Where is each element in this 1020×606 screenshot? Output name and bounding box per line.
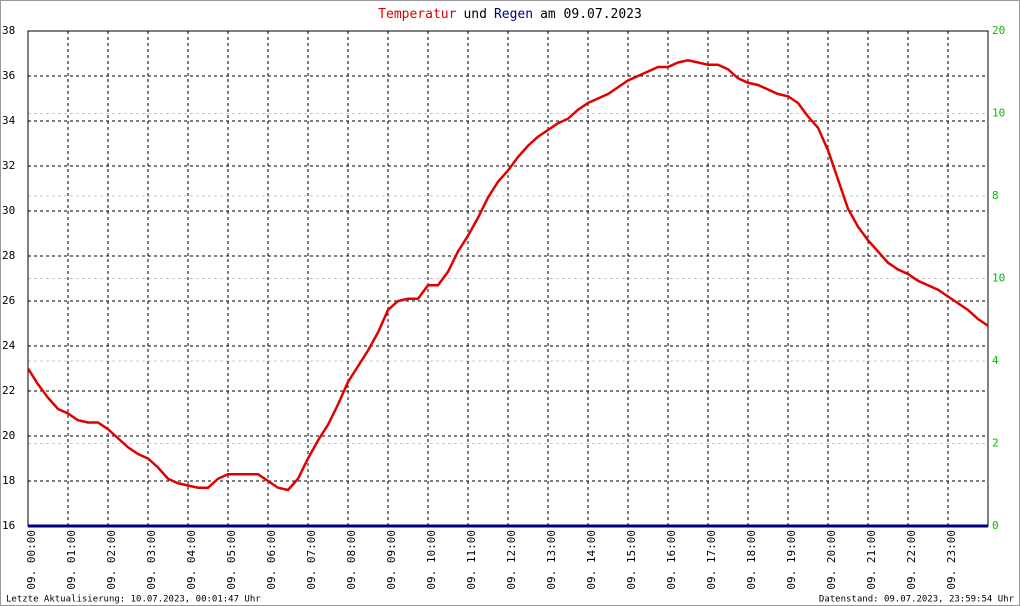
y2-tick-label: 0 [992, 519, 999, 532]
x-tick-label: 09. 22:00 [905, 530, 918, 590]
x-tick-label: 09. 17:00 [705, 530, 718, 590]
x-tick-label: 09. 08:00 [345, 530, 358, 590]
y2-tick-label: 10 [992, 272, 1005, 285]
y-tick-label: 34 [2, 114, 16, 127]
x-tick-label: 09. 01:00 [65, 530, 78, 590]
y-tick-label: 16 [2, 519, 15, 532]
x-tick-label: 09. 09:00 [385, 530, 398, 590]
footer-right: Datenstand: 09.07.2023, 23:59:54 Uhr [819, 595, 1015, 605]
x-tick-label: 09. 05:00 [225, 530, 238, 590]
x-tick-label: 09. 02:00 [105, 530, 118, 590]
y-tick-label: 24 [2, 339, 16, 352]
y-tick-label: 22 [2, 384, 15, 397]
y-tick-label: 26 [2, 294, 15, 307]
footer-left: Letzte Aktualisierung: 10.07.2023, 00:01… [6, 595, 261, 605]
y-tick-label: 36 [2, 69, 15, 82]
x-tick-label: 09. 03:00 [145, 530, 158, 590]
y-tick-label: 18 [2, 474, 15, 487]
y-tick-label: 30 [2, 204, 15, 217]
y2-tick-label: 2 [992, 437, 999, 450]
title-part: Temperatur [378, 7, 456, 22]
series-line [26, 58, 989, 492]
y2-tick-label: 20 [992, 24, 1005, 37]
x-tick-label: 09. 10:00 [425, 530, 438, 590]
x-tick-label: 09. 11:00 [465, 530, 478, 590]
y-tick-label: 20 [2, 429, 15, 442]
x-tick-label: 09. 20:00 [825, 530, 838, 590]
x-tick-label: 09. 13:00 [545, 530, 558, 590]
x-tick-label: 09. 00:00 [25, 530, 38, 590]
x-tick-label: 09. 14:00 [585, 530, 598, 590]
chart-title: Temperatur und Regen am 09.07.2023 [378, 7, 642, 22]
x-tick-label: 09. 21:00 [865, 530, 878, 590]
x-tick-label: 09. 12:00 [505, 530, 518, 590]
y-tick-label: 38 [2, 24, 15, 37]
y2-tick-label: 4 [992, 354, 999, 367]
title-part: und [463, 7, 486, 22]
y-tick-label: 32 [2, 159, 15, 172]
x-tick-label: 09. 19:00 [785, 530, 798, 590]
y-tick-label: 28 [2, 249, 15, 262]
x-tick-label: 09. 06:00 [265, 530, 278, 590]
x-tick-label: 09. 15:00 [625, 530, 638, 590]
title-part: am 09.07.2023 [540, 7, 642, 22]
y2-tick-label: 10 [992, 107, 1005, 120]
x-tick-label: 09. 07:00 [305, 530, 318, 590]
y2-tick-label: 8 [992, 189, 999, 202]
title-part: Regen [494, 7, 533, 22]
x-tick-label: 09. 18:00 [745, 530, 758, 590]
x-tick-label: 09. 16:00 [665, 530, 678, 590]
x-tick-label: 09. 04:00 [185, 530, 198, 590]
x-tick-label: 09. 23:00 [945, 530, 958, 590]
